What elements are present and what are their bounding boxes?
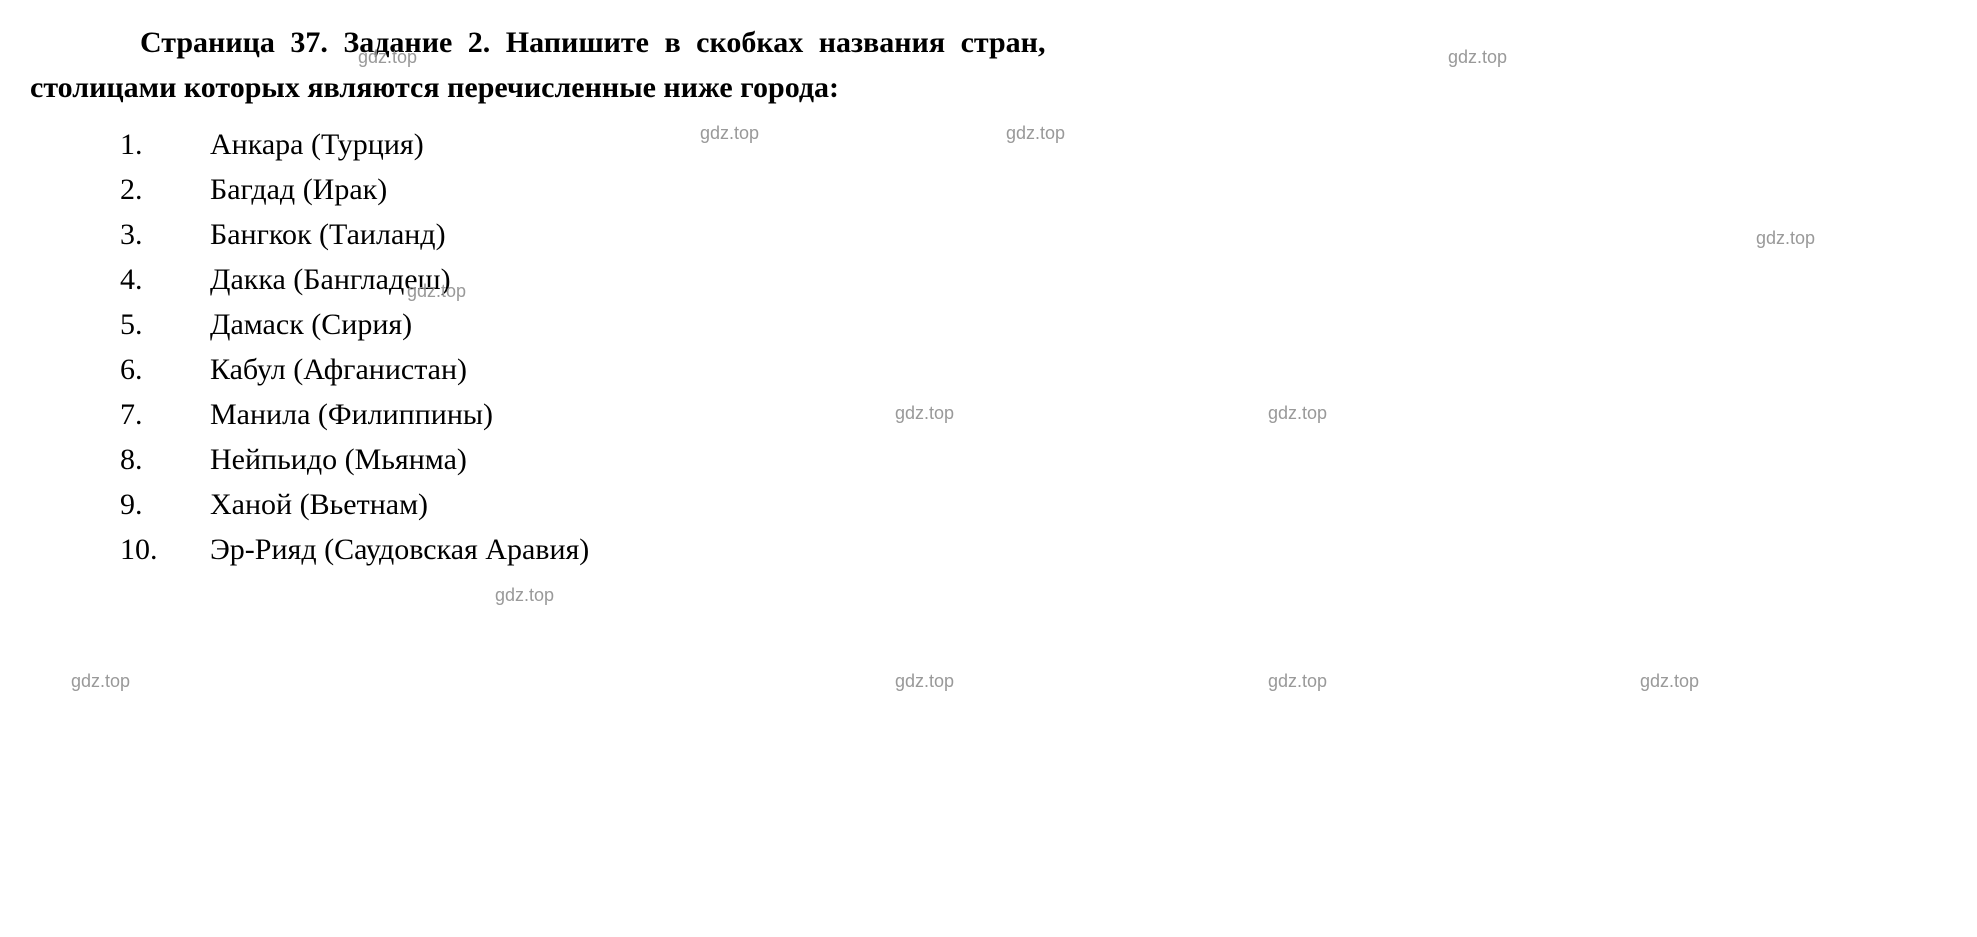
watermark-text: gdz.top [1640, 668, 1699, 695]
list-item: 3. Бангкок (Таиланд) [120, 212, 1947, 257]
list-number: 2. [120, 167, 210, 212]
list-number: 8. [120, 437, 210, 482]
list-item: 7. Манила (Филиппины) [120, 392, 1947, 437]
list-number: 1. [120, 122, 210, 167]
watermark-text: gdz.top [895, 668, 954, 695]
list-text: Манила (Филиппины) [210, 392, 1947, 437]
list-text: Анкара (Турция) [210, 122, 1947, 167]
heading-line-2: столицами которых являются перечисленные… [30, 65, 1947, 110]
list-text: Кабул (Афганистан) [210, 347, 1947, 392]
heading-line-1: Страница 37. Задание 2. Напишите в скобк… [30, 20, 1947, 65]
watermark-text: gdz.top [495, 582, 554, 609]
list-item: 8. Нейпьидо (Мьянма) [120, 437, 1947, 482]
list-number: 9. [120, 482, 210, 527]
watermark-text: gdz.top [1268, 668, 1327, 695]
list-text: Ханой (Вьетнам) [210, 482, 1947, 527]
exercise-heading: Страница 37. Задание 2. Напишите в скобк… [30, 20, 1947, 110]
watermark-text: gdz.top [71, 668, 130, 695]
list-number: 4. [120, 257, 210, 302]
list-text: Багдад (Ирак) [210, 167, 1947, 212]
list-text: Дакка (Бангладеш) [210, 257, 1947, 302]
list-item: 9. Ханой (Вьетнам) [120, 482, 1947, 527]
list-item: 5. Дамаск (Сирия) [120, 302, 1947, 347]
list-item: 1. Анкара (Турция) [120, 122, 1947, 167]
list-item: 6. Кабул (Афганистан) [120, 347, 1947, 392]
list-number: 5. [120, 302, 210, 347]
list-number: 7. [120, 392, 210, 437]
list-text: Эр-Рияд (Саудовская Аравия) [210, 527, 1947, 572]
list-number: 3. [120, 212, 210, 257]
list-text: Дамаск (Сирия) [210, 302, 1947, 347]
list-text: Нейпьидо (Мьянма) [210, 437, 1947, 482]
list-text: Бангкок (Таиланд) [210, 212, 1947, 257]
list-item: 2. Багдад (Ирак) [120, 167, 1947, 212]
list-number: 10. [120, 527, 210, 572]
list-item: 10. Эр-Рияд (Саудовская Аравия) [120, 527, 1947, 572]
list-number: 6. [120, 347, 210, 392]
answer-list: 1. Анкара (Турция) 2. Багдад (Ирак) 3. Б… [30, 122, 1947, 572]
list-item: 4. Дакка (Бангладеш) [120, 257, 1947, 302]
